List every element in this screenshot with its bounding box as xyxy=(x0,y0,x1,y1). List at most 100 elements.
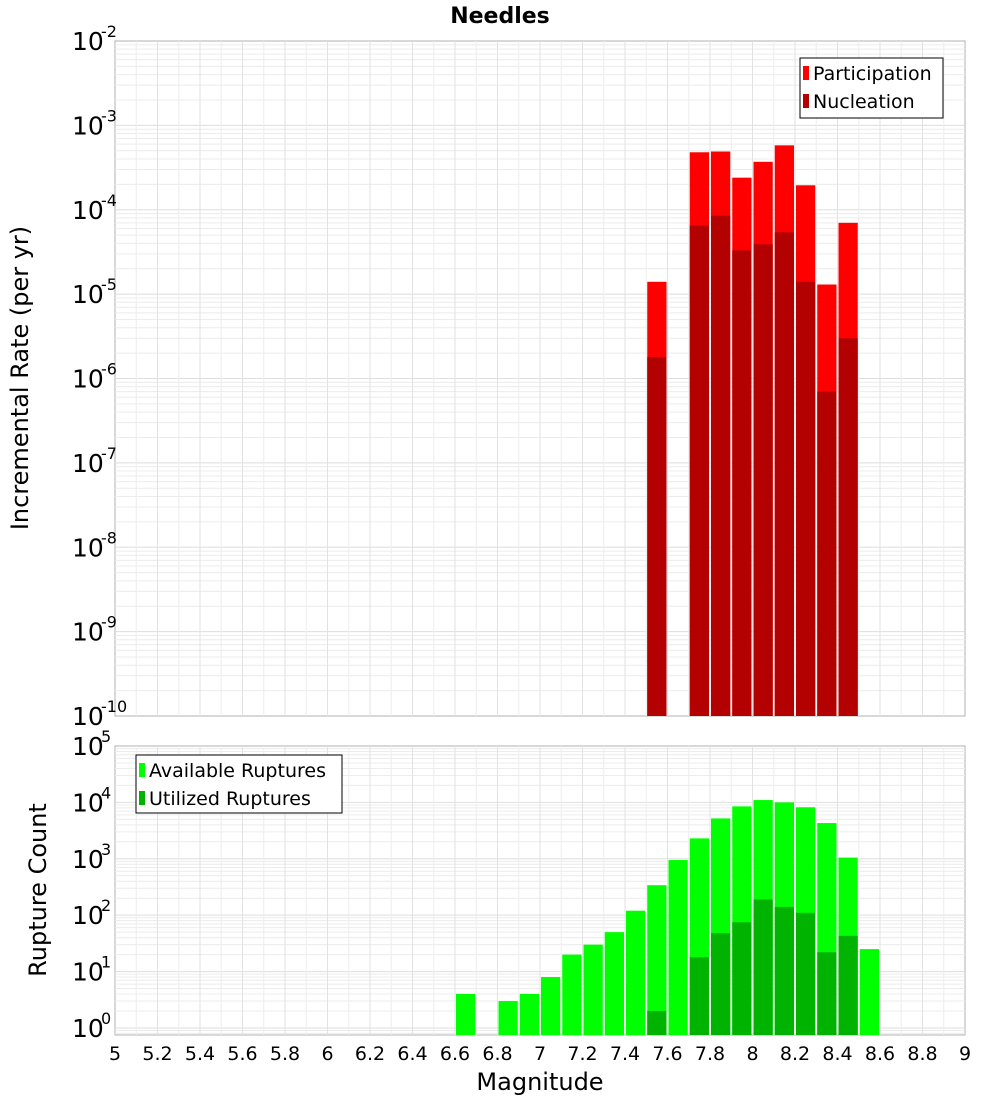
x-tick-label: 6.4 xyxy=(397,1043,427,1065)
y-tick-exponent: -3 xyxy=(101,106,117,125)
count-x-ticks: 5 5.2 5.4 5.6 5.8 6 6.2 6.4 6.6 6.8 7 7.2 7.4 7.6 7.8 8… xyxy=(109,1043,971,1065)
x-tick-label: 7.4 xyxy=(610,1043,640,1065)
x-tick-label: 8 xyxy=(746,1043,758,1065)
count-bar-available xyxy=(583,944,603,1035)
x-tick-label: 8.2 xyxy=(780,1043,810,1065)
x-tick-label: 5.8 xyxy=(270,1043,300,1065)
x-tick-label: 6.8 xyxy=(482,1043,512,1065)
y-tick-exponent: 5 xyxy=(101,727,111,746)
legend-label: Utilized Ruptures xyxy=(149,788,311,810)
y-tick-label: 10 xyxy=(72,533,104,562)
rate-y-axis-label: Incremental Rate (per yr) xyxy=(6,226,34,530)
rate-bar-nucleation xyxy=(732,250,752,717)
legend-swatch xyxy=(139,763,145,777)
count-bar-available xyxy=(604,932,624,1035)
x-tick-label: 7.8 xyxy=(695,1043,725,1065)
y-tick-exponent: -8 xyxy=(101,528,117,547)
count-bar-utilized xyxy=(732,922,752,1035)
x-tick-label: 8.8 xyxy=(907,1043,937,1065)
rate-bar-nucleation xyxy=(711,215,731,717)
y-tick-label: 10 xyxy=(72,365,104,394)
y-tick-exponent: -10 xyxy=(101,697,127,716)
count-bar-utilized xyxy=(711,933,731,1035)
count-bar-available xyxy=(562,954,582,1035)
count-bar-available xyxy=(647,885,667,1035)
rate-bar-nucleation xyxy=(817,391,837,716)
y-tick-label: 10 xyxy=(72,958,104,987)
count-legend: Available Ruptures Utilized Ruptures xyxy=(135,754,343,814)
count-bar-utilized xyxy=(796,912,816,1035)
count-y-axis-label: Rupture Count xyxy=(24,803,52,977)
legend-swatch xyxy=(803,66,809,80)
count-bar-available xyxy=(541,977,561,1035)
y-tick-exponent: 3 xyxy=(101,840,111,859)
x-tick-label: 9 xyxy=(959,1043,971,1065)
y-tick-exponent: 4 xyxy=(101,783,111,802)
x-tick-label: 6 xyxy=(321,1043,333,1065)
rate-bar-nucleation xyxy=(753,244,773,717)
count-bar-utilized xyxy=(753,899,773,1035)
y-tick-label: 10 xyxy=(72,702,104,731)
y-tick-label: 10 xyxy=(72,280,104,309)
count-bar-available xyxy=(859,949,879,1035)
y-tick-exponent: -7 xyxy=(101,444,117,463)
y-tick-label: 10 xyxy=(72,449,104,478)
x-tick-label: 8.4 xyxy=(822,1043,852,1065)
rate-bar-nucleation xyxy=(647,356,667,716)
y-tick-exponent: -6 xyxy=(101,360,117,379)
y-tick-exponent: -4 xyxy=(101,191,117,210)
legend-box xyxy=(799,57,944,119)
x-tick-label: 8.6 xyxy=(865,1043,895,1065)
rate-gridlines xyxy=(115,41,965,716)
count-bar-available xyxy=(668,860,688,1035)
chart-title: Needles xyxy=(450,4,550,29)
rate-bar-nucleation xyxy=(774,232,794,716)
x-tick-label: 7.2 xyxy=(567,1043,597,1065)
y-tick-label: 10 xyxy=(72,111,104,140)
y-tick-label: 10 xyxy=(72,732,104,761)
y-tick-label: 10 xyxy=(72,1014,104,1043)
x-tick-label: 7.6 xyxy=(652,1043,682,1065)
count-bar-utilized xyxy=(838,935,858,1035)
x-tick-label: 5.4 xyxy=(185,1043,215,1065)
y-tick-label: 10 xyxy=(72,196,104,225)
y-tick-exponent: -9 xyxy=(101,613,117,632)
x-tick-label: 6.6 xyxy=(440,1043,470,1065)
count-bars xyxy=(456,800,879,1035)
count-bar-available xyxy=(498,1001,518,1035)
y-tick-label: 10 xyxy=(72,901,104,930)
y-tick-exponent: 2 xyxy=(101,896,111,915)
y-tick-exponent: -5 xyxy=(101,275,117,294)
count-bar-utilized xyxy=(689,957,709,1035)
legend-label: Nucleation xyxy=(813,91,915,113)
count-bar-available xyxy=(519,994,539,1035)
count-bar-available xyxy=(626,910,646,1035)
y-tick-exponent: 1 xyxy=(101,953,111,972)
legend-box xyxy=(135,754,343,814)
y-tick-exponent: -2 xyxy=(101,22,117,41)
rate-legend: Participation Nucleation xyxy=(799,57,944,119)
y-tick-exponent: 0 xyxy=(101,1009,111,1028)
rate-bar-nucleation xyxy=(796,281,816,716)
x-tick-label: 5.2 xyxy=(142,1043,172,1065)
legend-label: Participation xyxy=(813,63,932,85)
legend-swatch xyxy=(803,94,809,108)
x-tick-label: 5 xyxy=(109,1043,121,1065)
y-tick-label: 10 xyxy=(72,845,104,874)
count-bar-utilized xyxy=(774,906,794,1035)
x-tick-label: 6.2 xyxy=(355,1043,385,1065)
y-tick-label: 10 xyxy=(72,788,104,817)
x-tick-label: 5.6 xyxy=(227,1043,257,1065)
y-tick-label: 10 xyxy=(72,618,104,647)
rate-bar-nucleation xyxy=(689,225,709,716)
rate-bars xyxy=(647,145,858,717)
legend-swatch xyxy=(139,791,145,805)
count-bar-available xyxy=(456,994,476,1035)
x-tick-label: 7 xyxy=(534,1043,546,1065)
count-bar-utilized xyxy=(817,952,837,1035)
